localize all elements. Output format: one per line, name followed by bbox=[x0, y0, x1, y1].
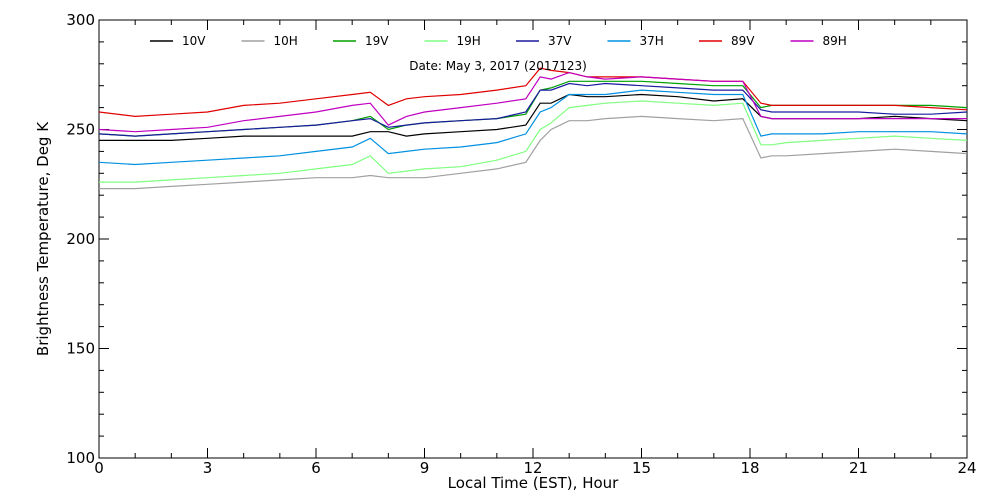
series-line-19v bbox=[98, 80, 968, 137]
series-line-37h bbox=[98, 89, 968, 166]
legend-label-10v: 10V bbox=[182, 34, 206, 48]
y-tick-label: 200 bbox=[66, 230, 95, 248]
axis-ticks bbox=[98, 19, 968, 459]
legend-label-89h: 89H bbox=[823, 34, 847, 48]
x-tick-label: 9 bbox=[420, 459, 430, 477]
y-axis-label: Brightness Temperature, Deg K bbox=[34, 121, 52, 356]
legend: 10V 10H 19V 19H 37V 37H 89V 89H bbox=[150, 34, 847, 48]
series-line-10h bbox=[99, 115, 968, 190]
x-tick-label: 24 bbox=[957, 459, 976, 477]
x-tick-label: 0 bbox=[94, 459, 104, 477]
legend-label-37v: 37V bbox=[548, 34, 572, 48]
legend-label-19h: 19H bbox=[457, 34, 481, 48]
x-tick-label: 21 bbox=[849, 459, 868, 477]
series-line-19h bbox=[99, 100, 968, 183]
x-tick-label: 6 bbox=[311, 459, 321, 477]
y-tick-label: 300 bbox=[66, 11, 95, 29]
x-tick-label: 15 bbox=[632, 459, 651, 477]
x-tick-label: 18 bbox=[740, 459, 759, 477]
x-tick-label: 12 bbox=[523, 459, 542, 477]
x-tick-label: 3 bbox=[203, 459, 213, 477]
series-line-89h bbox=[98, 71, 967, 133]
series-line-89v bbox=[98, 67, 968, 118]
legend-label-89v: 89V bbox=[731, 34, 755, 48]
x-axis-label: Local Time (EST), Hour bbox=[448, 474, 619, 492]
y-tick-labels: 100 150 200 250 300 bbox=[66, 11, 95, 467]
series-line-37v bbox=[98, 82, 968, 137]
y-tick-label: 250 bbox=[66, 121, 95, 139]
legend-label-37h: 37H bbox=[640, 34, 664, 48]
series-lines bbox=[98, 67, 968, 190]
y-tick-label: 150 bbox=[66, 340, 95, 358]
chart-subtitle: Date: May 3, 2017 (2017123) bbox=[409, 59, 587, 73]
y-tick-label: 100 bbox=[66, 449, 95, 467]
x-tick-labels: 0 3 6 9 12 15 18 21 24 bbox=[94, 459, 976, 477]
legend-label-10h: 10H bbox=[274, 34, 298, 48]
legend-label-19v: 19V bbox=[365, 34, 389, 48]
plot-frame bbox=[98, 19, 968, 459]
